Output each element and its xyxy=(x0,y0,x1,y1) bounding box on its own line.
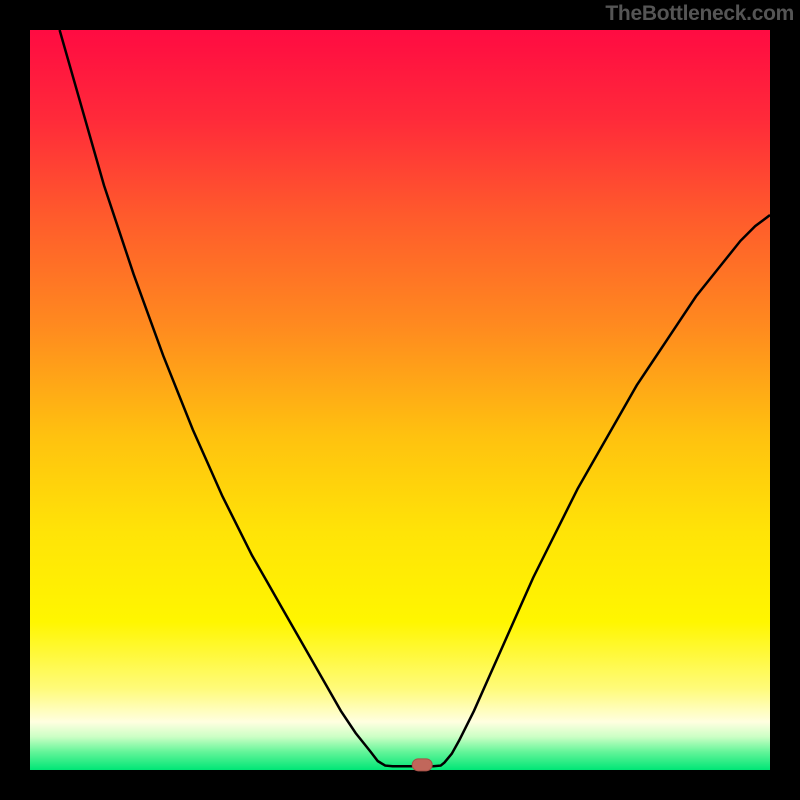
optimal-marker xyxy=(412,759,432,771)
watermark-label: TheBottleneck.com xyxy=(605,0,800,26)
chart-container: TheBottleneck.com xyxy=(0,0,800,800)
bottleneck-chart xyxy=(0,0,800,800)
gradient-background xyxy=(30,30,770,770)
